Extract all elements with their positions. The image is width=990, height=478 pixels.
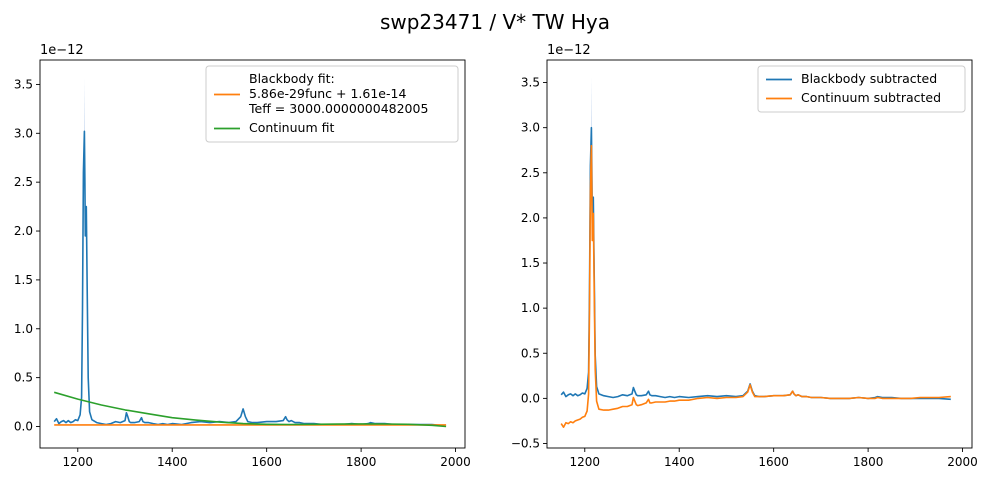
peak-uncertainty-band xyxy=(84,79,85,132)
legend: Blackbody fit: 5.86e-29func + 1.61e-14 Tef… xyxy=(205,65,459,143)
y-tick-label: 0.0 xyxy=(521,391,540,405)
legend-label-blackbody-fit: Blackbody fit: 5.86e-29func + 1.61e-14 Tef… xyxy=(248,71,428,116)
x-tick-label: 1600 xyxy=(758,455,789,469)
legend-box xyxy=(757,65,966,113)
legend-box xyxy=(205,65,459,143)
y-tick-label: 0.0 xyxy=(14,419,33,433)
y-tick-label: 3.5 xyxy=(14,77,33,91)
y-tick-label: 1.0 xyxy=(521,301,540,315)
legend: Blackbody subtracted Continuum subtracted xyxy=(757,65,966,113)
peak-uncertainty-band xyxy=(591,78,592,128)
legend-label-line: Continuum fit xyxy=(249,120,334,135)
y-tick-label: 0.5 xyxy=(14,371,33,385)
legend-label-line: 5.86e-29func + 1.61e-14 xyxy=(249,86,406,101)
legend-label-line: Blackbody subtracted xyxy=(801,71,937,86)
y-tick-label: 3.0 xyxy=(14,126,33,140)
series-line-cont-subtracted xyxy=(560,144,951,429)
data-layer xyxy=(560,78,951,429)
x-tick-label: 1400 xyxy=(157,455,188,469)
legend-label-continuum-fit: Continuum fit xyxy=(249,120,334,135)
y-tick-label: 3.0 xyxy=(521,121,540,135)
series-line-spectrum xyxy=(53,130,444,427)
x-tick-label: 1200 xyxy=(63,455,94,469)
figure-title: swp23471 / V* TW Hya xyxy=(380,10,610,34)
legend-label-line: Continuum subtracted xyxy=(801,90,941,105)
right-plot: 1e−12 1200 1400 1600 1800 2000 −0.5 0.0 0.5 1.0 1.… xyxy=(511,43,978,469)
left-plot: 1e−12 1200 1400 1600 1800 2000 0.0 0.5 1.0 1.5 2.0… xyxy=(14,43,471,469)
series-line-continuum-fit xyxy=(53,391,447,428)
x-tick-label: 1800 xyxy=(853,455,884,469)
legend-label-line: Teff = 3000.0000000482005 xyxy=(248,101,428,116)
x-tick-label: 2000 xyxy=(947,455,978,469)
legend-label-cont-subtracted: Continuum subtracted xyxy=(801,90,941,105)
y-tick-label: −0.5 xyxy=(511,436,540,450)
y-tick-label: 0.5 xyxy=(521,346,540,360)
x-tick-label: 2000 xyxy=(440,455,471,469)
series-line-bb-subtracted xyxy=(560,126,951,401)
legend-label-line: Blackbody fit: xyxy=(249,71,335,86)
x-tick-label: 1600 xyxy=(251,455,282,469)
y-multiplier-label: 1e−12 xyxy=(40,43,84,58)
axes-frame xyxy=(546,59,973,449)
data-layer xyxy=(53,79,447,428)
y-tick-label: 1.5 xyxy=(521,256,540,270)
y-tick-label: 1.5 xyxy=(14,273,33,287)
y-tick-label: 3.5 xyxy=(521,76,540,90)
y-tick-label: 2.0 xyxy=(14,224,33,238)
legend-label-bb-subtracted: Blackbody subtracted xyxy=(801,71,937,86)
y-tick-label: 2.0 xyxy=(521,211,540,225)
y-tick-label: 2.5 xyxy=(521,166,540,180)
x-tick-label: 1200 xyxy=(570,455,601,469)
y-tick-label: 2.5 xyxy=(14,175,33,189)
axes-frame xyxy=(39,59,466,449)
x-tick-label: 1800 xyxy=(346,455,377,469)
y-tick-label: 1.0 xyxy=(14,322,33,336)
y-multiplier-label: 1e−12 xyxy=(547,43,591,58)
x-tick-label: 1400 xyxy=(664,455,695,469)
